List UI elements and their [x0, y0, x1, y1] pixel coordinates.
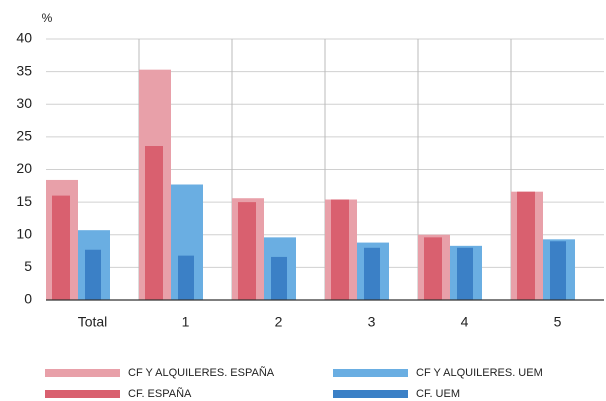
bar	[364, 247, 380, 300]
y-tick-label: 5	[24, 258, 32, 274]
legend-swatch	[333, 390, 408, 398]
bar	[550, 241, 566, 300]
y-tick-label: 15	[16, 193, 32, 209]
x-tick-label: Total	[78, 314, 108, 330]
x-tick-label: 4	[461, 314, 469, 330]
x-tick-label: 1	[182, 314, 190, 330]
legend-label: CF Y ALQUILERES. UEM	[416, 367, 543, 379]
x-tick-label: 5	[554, 314, 562, 330]
bar	[85, 249, 101, 300]
y-tick-label: 40	[16, 30, 32, 46]
legend-swatch	[45, 390, 120, 398]
bar	[238, 202, 256, 300]
y-tick-label: 20	[16, 160, 32, 176]
y-tick-label: 30	[16, 95, 32, 111]
bar	[145, 146, 163, 300]
y-tick-label: 0	[24, 291, 32, 307]
legend-swatch	[45, 369, 120, 377]
x-tick-label: 2	[275, 314, 283, 330]
y-unit: %	[42, 11, 53, 25]
legend-swatch	[333, 369, 408, 377]
legend-label: CF. UEM	[416, 388, 460, 400]
bar	[424, 237, 442, 300]
x-tick-label: 3	[368, 314, 376, 330]
bar	[52, 195, 70, 300]
bar	[457, 247, 473, 300]
legend-label: CF. ESPAÑA	[128, 387, 192, 400]
bar	[178, 255, 194, 300]
legend-label: CF Y ALQUILERES. ESPAÑA	[128, 366, 275, 379]
y-tick-label: 35	[16, 62, 32, 78]
y-tick-label: 25	[16, 128, 32, 144]
bar	[271, 256, 287, 300]
bar	[331, 199, 349, 300]
y-tick-label: 10	[16, 225, 32, 241]
bar	[517, 191, 535, 300]
